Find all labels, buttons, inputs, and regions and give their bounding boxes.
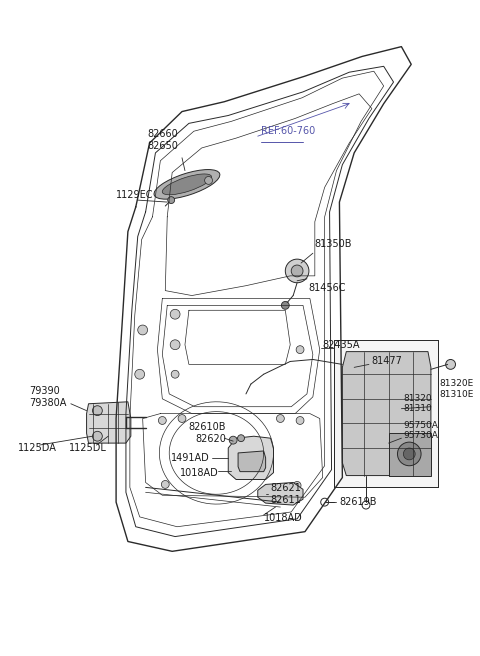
Polygon shape (238, 451, 265, 472)
Text: 1018AD: 1018AD (180, 468, 218, 478)
Circle shape (296, 346, 304, 354)
Text: 1129EC: 1129EC (116, 190, 154, 200)
Circle shape (321, 498, 329, 506)
Circle shape (204, 176, 213, 184)
Circle shape (285, 259, 309, 283)
Circle shape (276, 415, 284, 422)
Text: 82619B: 82619B (339, 497, 377, 507)
Polygon shape (342, 352, 431, 476)
Circle shape (171, 370, 179, 378)
Text: 1491AD: 1491AD (171, 453, 210, 463)
Ellipse shape (162, 174, 212, 195)
Text: 95750A
95730A: 95750A 95730A (403, 420, 438, 440)
Circle shape (93, 431, 102, 441)
Text: 82660
82650: 82660 82650 (147, 129, 178, 151)
Text: 79390
79380A: 79390 79380A (29, 386, 67, 407)
Polygon shape (258, 482, 303, 505)
Text: 81320E
81310E: 81320E 81310E (440, 379, 474, 399)
Circle shape (238, 435, 244, 441)
Polygon shape (228, 436, 274, 480)
Text: 81350B: 81350B (315, 239, 352, 249)
Text: 1125DA: 1125DA (18, 443, 57, 453)
Text: 82610B
82620: 82610B 82620 (189, 422, 226, 444)
Circle shape (397, 442, 421, 466)
Circle shape (293, 482, 301, 489)
Circle shape (445, 359, 456, 369)
Polygon shape (335, 340, 438, 487)
Text: REF.60-760: REF.60-760 (261, 126, 315, 136)
Polygon shape (389, 433, 431, 476)
Circle shape (170, 310, 180, 319)
Circle shape (93, 405, 102, 415)
Text: 81456C: 81456C (308, 283, 346, 293)
Circle shape (138, 325, 147, 335)
Circle shape (229, 436, 237, 444)
Circle shape (362, 501, 370, 509)
Text: 1125DL: 1125DL (69, 443, 107, 453)
Circle shape (161, 480, 169, 488)
Text: 81320
81310: 81320 81310 (403, 394, 432, 413)
Circle shape (281, 302, 289, 310)
Text: 82435A: 82435A (323, 340, 360, 350)
Circle shape (291, 265, 303, 277)
Text: 1018AD: 1018AD (264, 513, 302, 523)
Polygon shape (86, 401, 131, 443)
Text: 81477: 81477 (371, 356, 402, 367)
Ellipse shape (154, 169, 220, 199)
Circle shape (178, 415, 186, 422)
Circle shape (403, 448, 415, 460)
Text: 82621
82611: 82621 82611 (271, 483, 301, 505)
Circle shape (158, 417, 166, 424)
Circle shape (135, 369, 144, 379)
Circle shape (168, 197, 175, 203)
Circle shape (170, 340, 180, 350)
Circle shape (296, 417, 304, 424)
